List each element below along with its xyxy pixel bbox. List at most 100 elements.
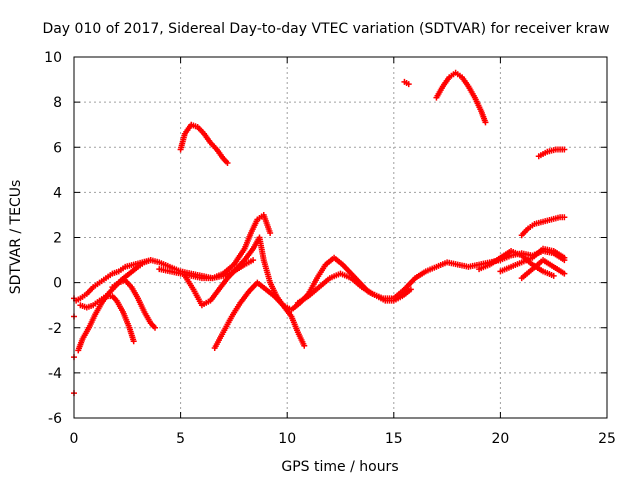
data-point <box>559 253 566 260</box>
data-point <box>231 267 238 274</box>
data-point <box>100 276 107 283</box>
data-point <box>529 222 536 229</box>
data-point <box>546 217 553 224</box>
data-point <box>505 264 512 271</box>
series-track-c <box>77 293 137 345</box>
data-point <box>219 331 226 338</box>
data-point <box>94 281 101 288</box>
data-point <box>130 336 137 343</box>
data-point <box>113 281 120 288</box>
series-track-e <box>177 121 231 167</box>
data-point <box>278 300 285 307</box>
data-point <box>269 291 276 298</box>
data-point <box>260 255 267 262</box>
data-point <box>81 292 88 299</box>
data-point <box>139 260 146 267</box>
x-tick-label: 0 <box>70 431 79 447</box>
data-point <box>199 129 206 136</box>
series-track-o <box>518 214 568 239</box>
x-tick-label: 15 <box>385 431 403 447</box>
data-point <box>240 258 247 265</box>
series-track-p <box>535 146 568 160</box>
data-point <box>456 72 463 79</box>
data-point <box>192 123 199 130</box>
data-point <box>406 287 413 294</box>
data-point <box>548 271 555 278</box>
data-point <box>212 144 219 151</box>
x-tick-label: 20 <box>491 431 509 447</box>
data-point <box>464 81 471 88</box>
data-point <box>444 76 451 83</box>
data-point <box>197 300 204 307</box>
data-point <box>207 275 214 282</box>
data-point <box>107 272 114 279</box>
data-point <box>240 247 247 254</box>
data-point <box>247 258 254 265</box>
data-point <box>128 262 135 269</box>
data-point <box>303 294 310 301</box>
y-tick-label: -6 <box>48 411 62 427</box>
y-tick-label: 2 <box>53 231 62 247</box>
data-point <box>133 293 140 300</box>
data-point <box>125 322 132 329</box>
x-tick-label: 5 <box>176 431 185 447</box>
data-point <box>78 337 85 344</box>
data-point <box>145 257 152 264</box>
data-point <box>126 282 133 289</box>
data-point <box>516 260 523 267</box>
data-point <box>421 269 428 276</box>
data-point <box>154 258 161 265</box>
data-point <box>538 247 545 254</box>
data-point <box>470 92 477 99</box>
data-point <box>495 255 502 262</box>
data-point <box>399 287 406 294</box>
data-point <box>227 315 234 322</box>
data-point <box>175 270 182 277</box>
data-point <box>300 340 307 347</box>
data-point <box>100 294 107 301</box>
y-tick-label: 0 <box>53 276 62 292</box>
grid <box>74 57 607 418</box>
series-track-k <box>433 69 489 126</box>
data-point <box>410 276 417 283</box>
series-track-m <box>497 245 568 275</box>
data-point <box>473 262 480 269</box>
data-point <box>559 146 566 153</box>
data-point <box>189 284 196 291</box>
data-point <box>91 313 98 320</box>
data-point <box>140 307 147 314</box>
data-point <box>378 294 385 301</box>
data-point <box>346 269 353 276</box>
data-point <box>120 265 127 272</box>
data-point <box>266 277 273 284</box>
data-point <box>431 264 438 271</box>
series-track-f <box>156 211 274 282</box>
data-point <box>120 278 127 285</box>
data-point <box>294 327 301 334</box>
data-point <box>452 261 459 268</box>
data-point <box>112 296 119 303</box>
data-point <box>113 269 120 276</box>
x-axis-label: GPS time / hours <box>281 459 398 475</box>
data-point <box>548 247 555 254</box>
series-track-h <box>211 254 414 352</box>
series-track-d <box>109 277 159 331</box>
data-point <box>337 260 344 267</box>
data-point <box>403 79 410 86</box>
data-point <box>84 326 91 333</box>
data-point <box>484 262 491 269</box>
data-point <box>527 267 534 274</box>
data-point <box>75 296 82 303</box>
data-point <box>205 298 212 305</box>
y-axis-label: SDTVAR / TECUs <box>8 180 24 295</box>
data-point <box>223 158 230 165</box>
data-point <box>516 251 523 258</box>
data-point <box>266 227 273 234</box>
data-point <box>523 227 530 234</box>
y-tick-label: -4 <box>48 366 62 382</box>
data-point <box>97 301 104 308</box>
data-point <box>236 301 243 308</box>
data-point <box>88 302 95 309</box>
data-point <box>253 218 260 225</box>
